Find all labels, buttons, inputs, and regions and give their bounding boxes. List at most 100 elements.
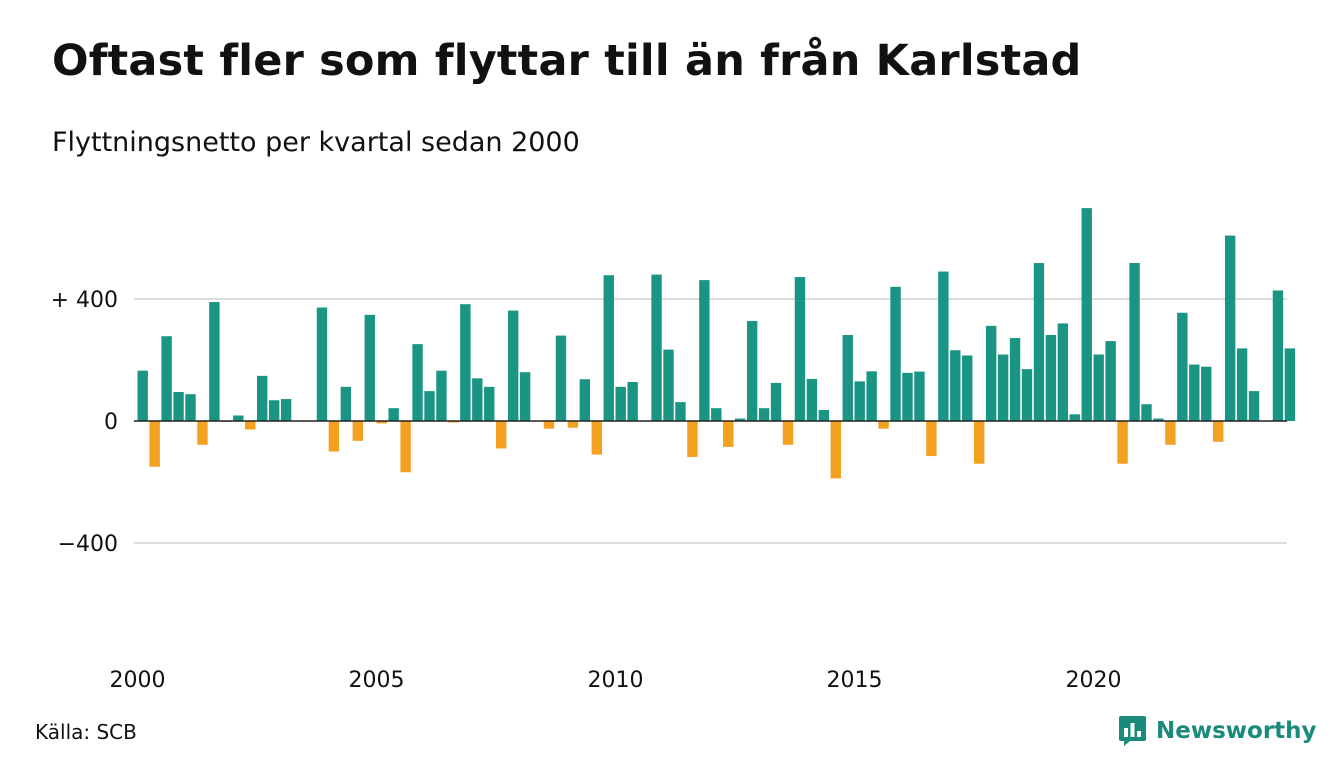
brand-name: Newsworthy (1156, 718, 1317, 744)
bar (950, 350, 961, 421)
bar (866, 371, 877, 421)
bar (1272, 290, 1284, 421)
x-tick-label: 2020 (1066, 668, 1122, 693)
bar (400, 421, 411, 473)
bar (280, 399, 292, 421)
bar (914, 371, 925, 421)
bar (770, 382, 782, 422)
bar (555, 335, 567, 421)
bar (1177, 312, 1188, 421)
bar (460, 304, 471, 421)
x-tick-label: 2010 (588, 668, 644, 693)
x-tick-label: 2000 (110, 668, 166, 693)
bar (1165, 421, 1176, 445)
bar (519, 372, 531, 421)
bar (364, 314, 375, 421)
bar (902, 372, 913, 421)
bar (723, 421, 734, 447)
bar (567, 421, 579, 428)
bar (137, 370, 148, 421)
bar (926, 421, 937, 457)
bar (412, 344, 423, 421)
bar (1105, 341, 1116, 421)
bar (268, 400, 280, 421)
bar (233, 415, 244, 421)
bar (938, 271, 949, 421)
bar (185, 394, 196, 421)
bar (974, 421, 985, 464)
bar (842, 334, 853, 421)
bar (352, 421, 363, 441)
bar (173, 392, 184, 421)
bar (758, 408, 770, 421)
bar (651, 274, 662, 421)
bar (890, 286, 901, 421)
bar (245, 421, 256, 430)
bar (1141, 404, 1152, 421)
bar (1009, 338, 1021, 421)
bar (711, 408, 722, 421)
bar (962, 355, 973, 422)
bar (1093, 354, 1104, 421)
bar (603, 275, 614, 421)
bar (591, 421, 602, 455)
x-tick-label: 2015 (827, 668, 883, 693)
bar (149, 421, 160, 467)
bar (818, 410, 830, 421)
bar (854, 381, 865, 421)
bar (1153, 418, 1164, 421)
x-tick-label: 2005 (349, 668, 405, 693)
bar (424, 391, 435, 421)
bar (1117, 421, 1128, 464)
bar (663, 349, 674, 421)
bar (472, 378, 483, 421)
chart-subtitle: Flyttningsnetto per kvartal sedan 2000 (52, 127, 580, 158)
bar (746, 320, 758, 421)
bar (699, 280, 710, 421)
bar (1248, 391, 1260, 421)
bar (615, 386, 626, 421)
bar (1201, 366, 1212, 421)
gridlines (134, 298, 1287, 544)
bar (675, 402, 686, 421)
bar (1081, 208, 1092, 421)
bar (806, 378, 818, 421)
bar (985, 325, 997, 421)
bar (1189, 364, 1200, 421)
chart-title: Oftast fler som flyttar till än från Kar… (52, 36, 1082, 86)
bar (161, 336, 172, 421)
source-note: Källa: SCB (35, 720, 137, 744)
bar (197, 421, 208, 445)
bar (782, 421, 794, 445)
bar (448, 421, 459, 423)
bar (316, 307, 328, 421)
bar (209, 302, 220, 421)
bar (1129, 263, 1140, 421)
axes: + 400 0 −400 2000 2005 2010 2015 2020 (51, 288, 1287, 693)
bar (735, 418, 746, 421)
bar (997, 354, 1009, 421)
bar (579, 379, 591, 421)
bar (436, 370, 447, 421)
bar (1284, 348, 1296, 421)
bar (543, 421, 555, 429)
bar (257, 375, 268, 421)
bar (1224, 235, 1236, 421)
bar (328, 421, 340, 452)
bar (388, 408, 399, 421)
bar (340, 386, 352, 421)
bar (1033, 263, 1045, 421)
bar (507, 310, 519, 421)
bar (627, 381, 638, 421)
brand-logo: Newsworthy (1118, 714, 1317, 748)
bar (830, 421, 841, 479)
y-tick-label: −400 (58, 532, 118, 557)
bar (1069, 414, 1080, 421)
bar (1045, 334, 1057, 421)
newsworthy-logo-icon (1118, 715, 1147, 747)
bar-chart: + 400 0 −400 2000 2005 2010 2015 2020 (51, 208, 1296, 693)
bars (137, 208, 1296, 479)
y-tick-label: + 400 (51, 288, 118, 313)
bar (376, 421, 387, 424)
y-tick-label: 0 (104, 410, 118, 435)
